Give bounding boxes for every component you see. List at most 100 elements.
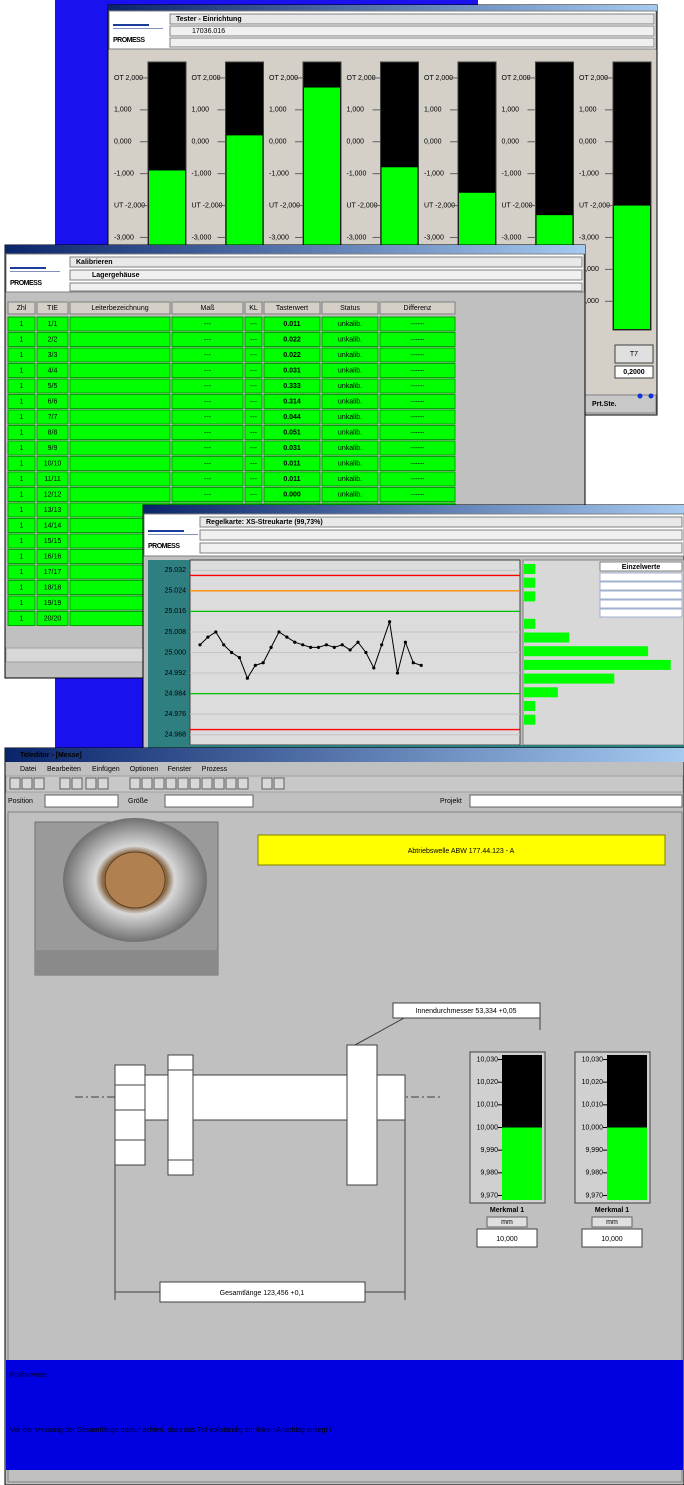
toolbar-button[interactable] [238,778,248,789]
gauge-fill [614,206,650,329]
table-cell-text: --- [204,476,212,483]
toolbar-button[interactable] [226,778,236,789]
gauge-tick-label: -3,000 [502,234,522,241]
gauge-tick-label: -1,000 [114,171,134,178]
shaft-block [115,1065,145,1165]
table-cell-text: unkalib. [338,491,362,498]
title-bar [108,5,657,11]
table-cell-text: 0.022 [283,352,301,359]
toolbar-button[interactable] [202,778,212,789]
gauge-tick-label: 1,000 [114,107,132,114]
data-point [285,635,288,638]
gauge-tick-label: 0,000 [114,139,132,146]
input-box[interactable] [470,795,682,807]
gauge-tick-label: 1,000 [502,107,520,114]
gauge-tick-label: 10,010 [477,1102,499,1109]
toolbar-button[interactable] [166,778,176,789]
data-point [349,648,352,651]
table-cell [70,333,170,347]
menu-item[interactable]: Fenster [168,766,192,773]
table-cell-text: 13/13 [44,507,62,514]
table-cell-text: 0.031 [283,445,301,452]
table-cell-text: 10/10 [44,460,62,467]
toolbar-button[interactable] [142,778,152,789]
data-point [206,635,209,638]
table-cell-text: ------ [411,476,426,483]
input-box[interactable] [165,795,253,807]
table-cell-text: 6/6 [48,398,58,405]
gauge-tick-label: -1,000 [502,171,522,178]
menu-item[interactable]: Datei [20,766,37,773]
note-text: Vor der Messung der Gesamtlänge darauf a… [10,1427,331,1434]
shaft-block [168,1055,193,1175]
logo: PROMESS [148,543,180,550]
gauge-tick-label: 9,990 [585,1147,603,1154]
table-cell-text: 7/7 [48,414,58,421]
table-cell-text: 1 [20,460,24,467]
window-title: Kalibrieren [76,259,113,266]
table-cell-text: --- [204,445,212,452]
histogram-bar [524,564,535,574]
histogram-title: Einzelwerte [622,564,661,571]
menu-item[interactable]: Bearbeiten [47,766,81,773]
data-point [293,641,296,644]
table-cell-text: ------ [411,491,426,498]
table-cell-text: --- [250,336,258,343]
menu-item[interactable]: Einfügen [92,766,120,773]
note-box [6,1360,683,1470]
gauge-tick-label: -3,000 [269,234,289,241]
gauge-tick-label: 9,980 [480,1170,498,1177]
gauge-tick-label: 10,000 [477,1124,499,1131]
table-cell-text: 8/8 [48,429,58,436]
toolbar-button[interactable] [22,778,32,789]
table-cell-text: 17/17 [44,569,62,576]
table-cell-text: 1 [20,367,24,374]
table-cell-text: --- [204,398,212,405]
data-point [356,641,359,644]
toolbar-button[interactable] [72,778,82,789]
input-box[interactable] [45,795,118,807]
menu-item[interactable]: Optionen [130,766,159,773]
gauge-tick-label: 0,000 [347,139,365,146]
toolbar-button[interactable] [154,778,164,789]
toolbar-button[interactable] [60,778,70,789]
table-cell-text: --- [250,476,258,483]
gauge-tick-label: -1,000 [192,171,212,178]
toolbar-button[interactable] [178,778,188,789]
photo-gear-bore [105,852,165,908]
toolbar-button[interactable] [86,778,96,789]
gauge-tick-label: 0,000 [502,139,520,146]
toolbar-button[interactable] [190,778,200,789]
gauge-tick-label: 10,010 [582,1102,604,1109]
table-cell [70,410,170,424]
menu-item[interactable]: Prozess [202,766,228,773]
data-point [230,651,233,654]
table-cell-text: --- [250,383,258,390]
table-cell [70,441,170,455]
table-cell-text: 1 [20,600,24,607]
gauge-tick-label: 9,970 [480,1192,498,1199]
gauge-tick-label: 1,000 [579,107,597,114]
gauge-tick-label: OT 2,000 [579,75,608,82]
table-cell [70,426,170,440]
gauge-name: Merkmal 1 [595,1207,629,1214]
toolbar-button[interactable] [98,778,108,789]
toolbar-button[interactable] [214,778,224,789]
nav-dot [638,394,643,399]
column-header-label: Zhl [17,305,27,312]
toolbar-button[interactable] [10,778,20,789]
table-cell-text: --- [250,398,258,405]
toolbar-button[interactable] [130,778,140,789]
table-cell-text: unkalib. [338,352,362,359]
toolbar-button[interactable] [262,778,272,789]
table-cell-text: 0.314 [283,398,301,405]
table-cell-text: ------ [411,445,426,452]
gauge-tick-label: -1,000 [579,171,599,178]
histogram-bar [524,578,535,588]
toolbar-button[interactable] [34,778,44,789]
gauge-tick-label: 1,000 [192,107,210,114]
table-cell-text: 1 [20,429,24,436]
table-cell-text: --- [204,460,212,467]
table-cell-text: 0.011 [283,321,300,328]
toolbar-button[interactable] [274,778,284,789]
